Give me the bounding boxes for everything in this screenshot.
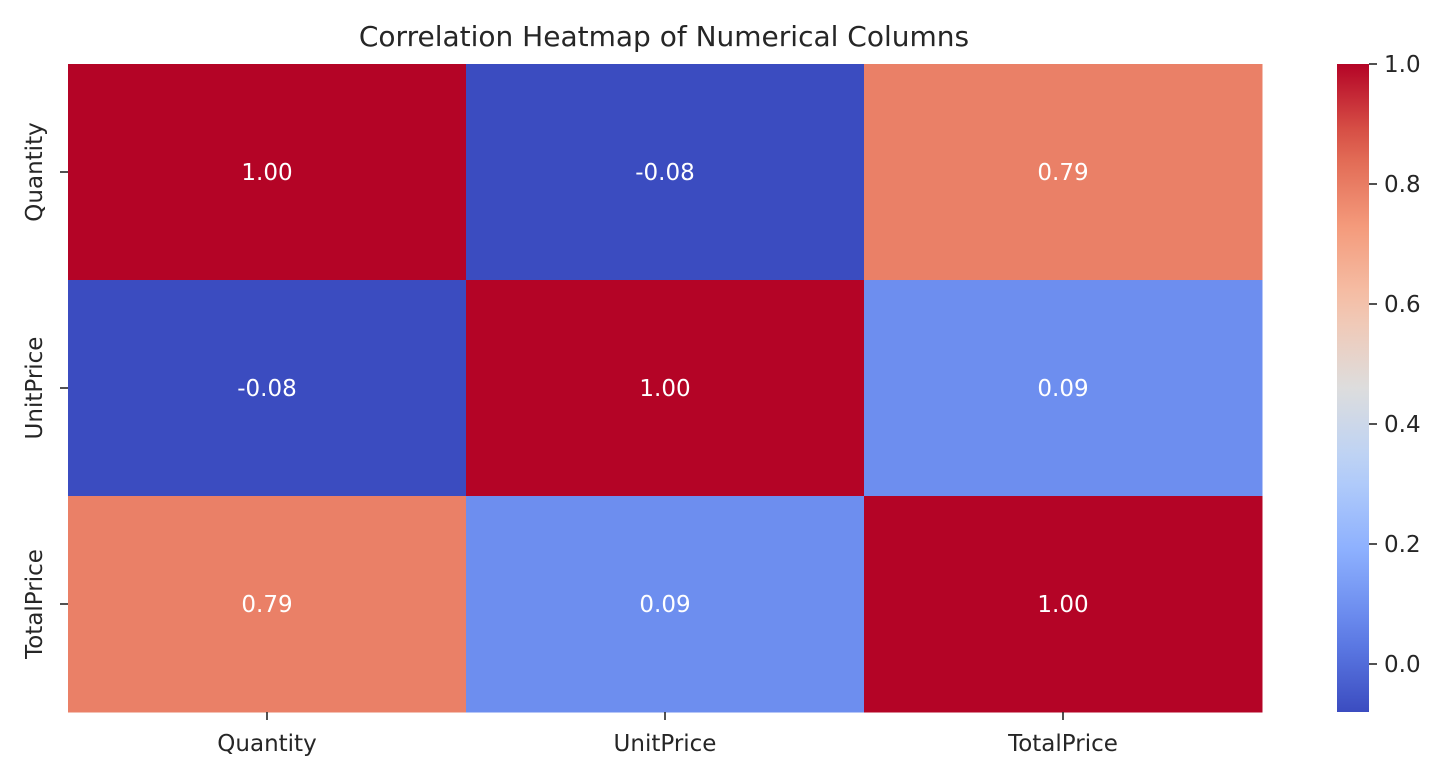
y-axis: Quantity UnitPrice TotalPrice [22,122,68,660]
x-axis: Quantity UnitPrice TotalPrice [217,712,1118,757]
cell-annotation: -0.08 [635,160,695,186]
heatmap-cell-unitprice-unitprice [466,280,865,497]
y-tick-label: UnitPrice [22,337,48,440]
heatmap-cells [68,64,1263,713]
x-tick-label: TotalPrice [1007,731,1118,757]
x-tick-label: UnitPrice [614,731,717,757]
y-tick-label: TotalPrice [22,549,48,660]
cell-annotations: 1.00 -0.08 0.79 -0.08 1.00 0.09 0.79 0.09 1.00 [237,160,1088,618]
cell-annotation: 0.09 [1037,376,1088,402]
heatmap-cell-quantity-quantity [68,64,467,281]
colorbar: 0.0 0.2 0.4 0.6 0.8 1.0 [1337,52,1421,712]
colorbar-tick-label: 0.8 [1384,172,1421,198]
cell-annotation: 0.09 [639,592,690,618]
heatmap-cell-unitprice-quantity [68,280,467,497]
cell-annotation: -0.08 [237,376,297,402]
heatmap-cell-quantity-unitprice [466,64,865,281]
cell-annotation: 1.00 [241,160,292,186]
heatmap-cell-unitprice-totalprice [864,280,1263,497]
colorbar-gradient [1337,64,1369,712]
x-tick-label: Quantity [217,731,316,757]
colorbar-tick-label: 0.4 [1384,412,1421,438]
heatmap-cell-quantity-totalprice [864,64,1263,281]
cell-annotation: 1.00 [639,376,690,402]
cell-annotation: 1.00 [1037,592,1088,618]
y-tick-label: Quantity [22,122,48,221]
cell-annotation: 0.79 [241,592,292,618]
chart-title: Correlation Heatmap of Numerical Columns [359,20,969,53]
colorbar-tick-label: 0.0 [1384,652,1421,678]
colorbar-tick-label: 0.6 [1384,292,1421,318]
colorbar-tick-label: 1.0 [1384,52,1421,78]
heatmap-cell-totalprice-unitprice [466,496,865,713]
heatmap-cell-totalprice-quantity [68,496,467,713]
heatmap-cell-totalprice-totalprice [864,496,1263,713]
cell-annotation: 0.79 [1037,160,1088,186]
colorbar-tick-label: 0.2 [1384,532,1421,558]
